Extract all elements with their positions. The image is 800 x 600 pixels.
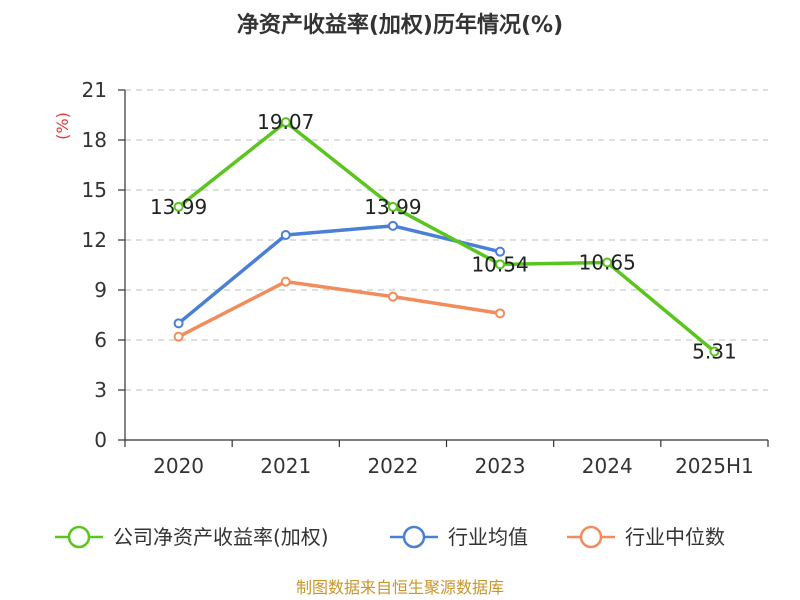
source-note: 制图数据来自恒生聚源数据库 <box>296 578 504 597</box>
data-label: 13.99 <box>364 195 421 219</box>
data-point <box>280 276 291 287</box>
x-tick-label: 2022 <box>367 454 418 478</box>
legend-swatch-marker <box>579 525 603 549</box>
series-line <box>177 279 501 339</box>
data-label: 10.65 <box>579 251 636 275</box>
data-point <box>495 246 506 257</box>
data-point <box>387 201 398 212</box>
data-label: 13.99 <box>150 195 207 219</box>
legend-label[interactable]: 行业中位数 <box>625 525 725 549</box>
data-point <box>602 257 613 268</box>
data-point <box>173 201 184 212</box>
data-label: 19.07 <box>257 110 314 134</box>
x-tick-label: 2020 <box>153 454 204 478</box>
data-point <box>495 308 506 319</box>
data-point <box>280 230 291 240</box>
data-point <box>387 220 398 231</box>
data-label: 5.31 <box>692 340 737 364</box>
data-point <box>173 318 184 329</box>
legend-label[interactable]: 行业均值 <box>448 525 528 549</box>
y-tick-label: 6 <box>94 328 107 352</box>
y-tick-label: 21 <box>82 78 107 102</box>
y-tick-label: 12 <box>82 228 107 252</box>
legend-swatch-marker <box>402 525 426 549</box>
data-point <box>709 346 720 357</box>
x-tick-label: 2024 <box>582 454 633 478</box>
legend-label[interactable]: 公司净资产收益率(加权) <box>113 525 329 549</box>
chart-title: 净资产收益率(加权)历年情况(%) <box>237 12 563 38</box>
data-point <box>173 331 184 342</box>
y-tick-label: 15 <box>82 178 107 202</box>
x-tick-label: 2025H1 <box>675 454 754 478</box>
y-tick-label: 18 <box>82 128 107 152</box>
data-point <box>387 291 398 302</box>
data-point <box>495 259 506 270</box>
series-line <box>177 224 501 325</box>
y-tick-label: 3 <box>94 378 107 402</box>
y-axis-unit: (%) <box>53 112 72 140</box>
legend-swatch-marker <box>67 525 91 549</box>
x-tick-label: 2023 <box>475 454 526 478</box>
series-line <box>177 120 716 353</box>
data-point <box>280 117 291 128</box>
y-tick-label: 9 <box>94 278 107 302</box>
x-tick-label: 2021 <box>260 454 311 478</box>
y-tick-label: 0 <box>94 428 107 452</box>
data-label: 10.54 <box>471 252 528 276</box>
